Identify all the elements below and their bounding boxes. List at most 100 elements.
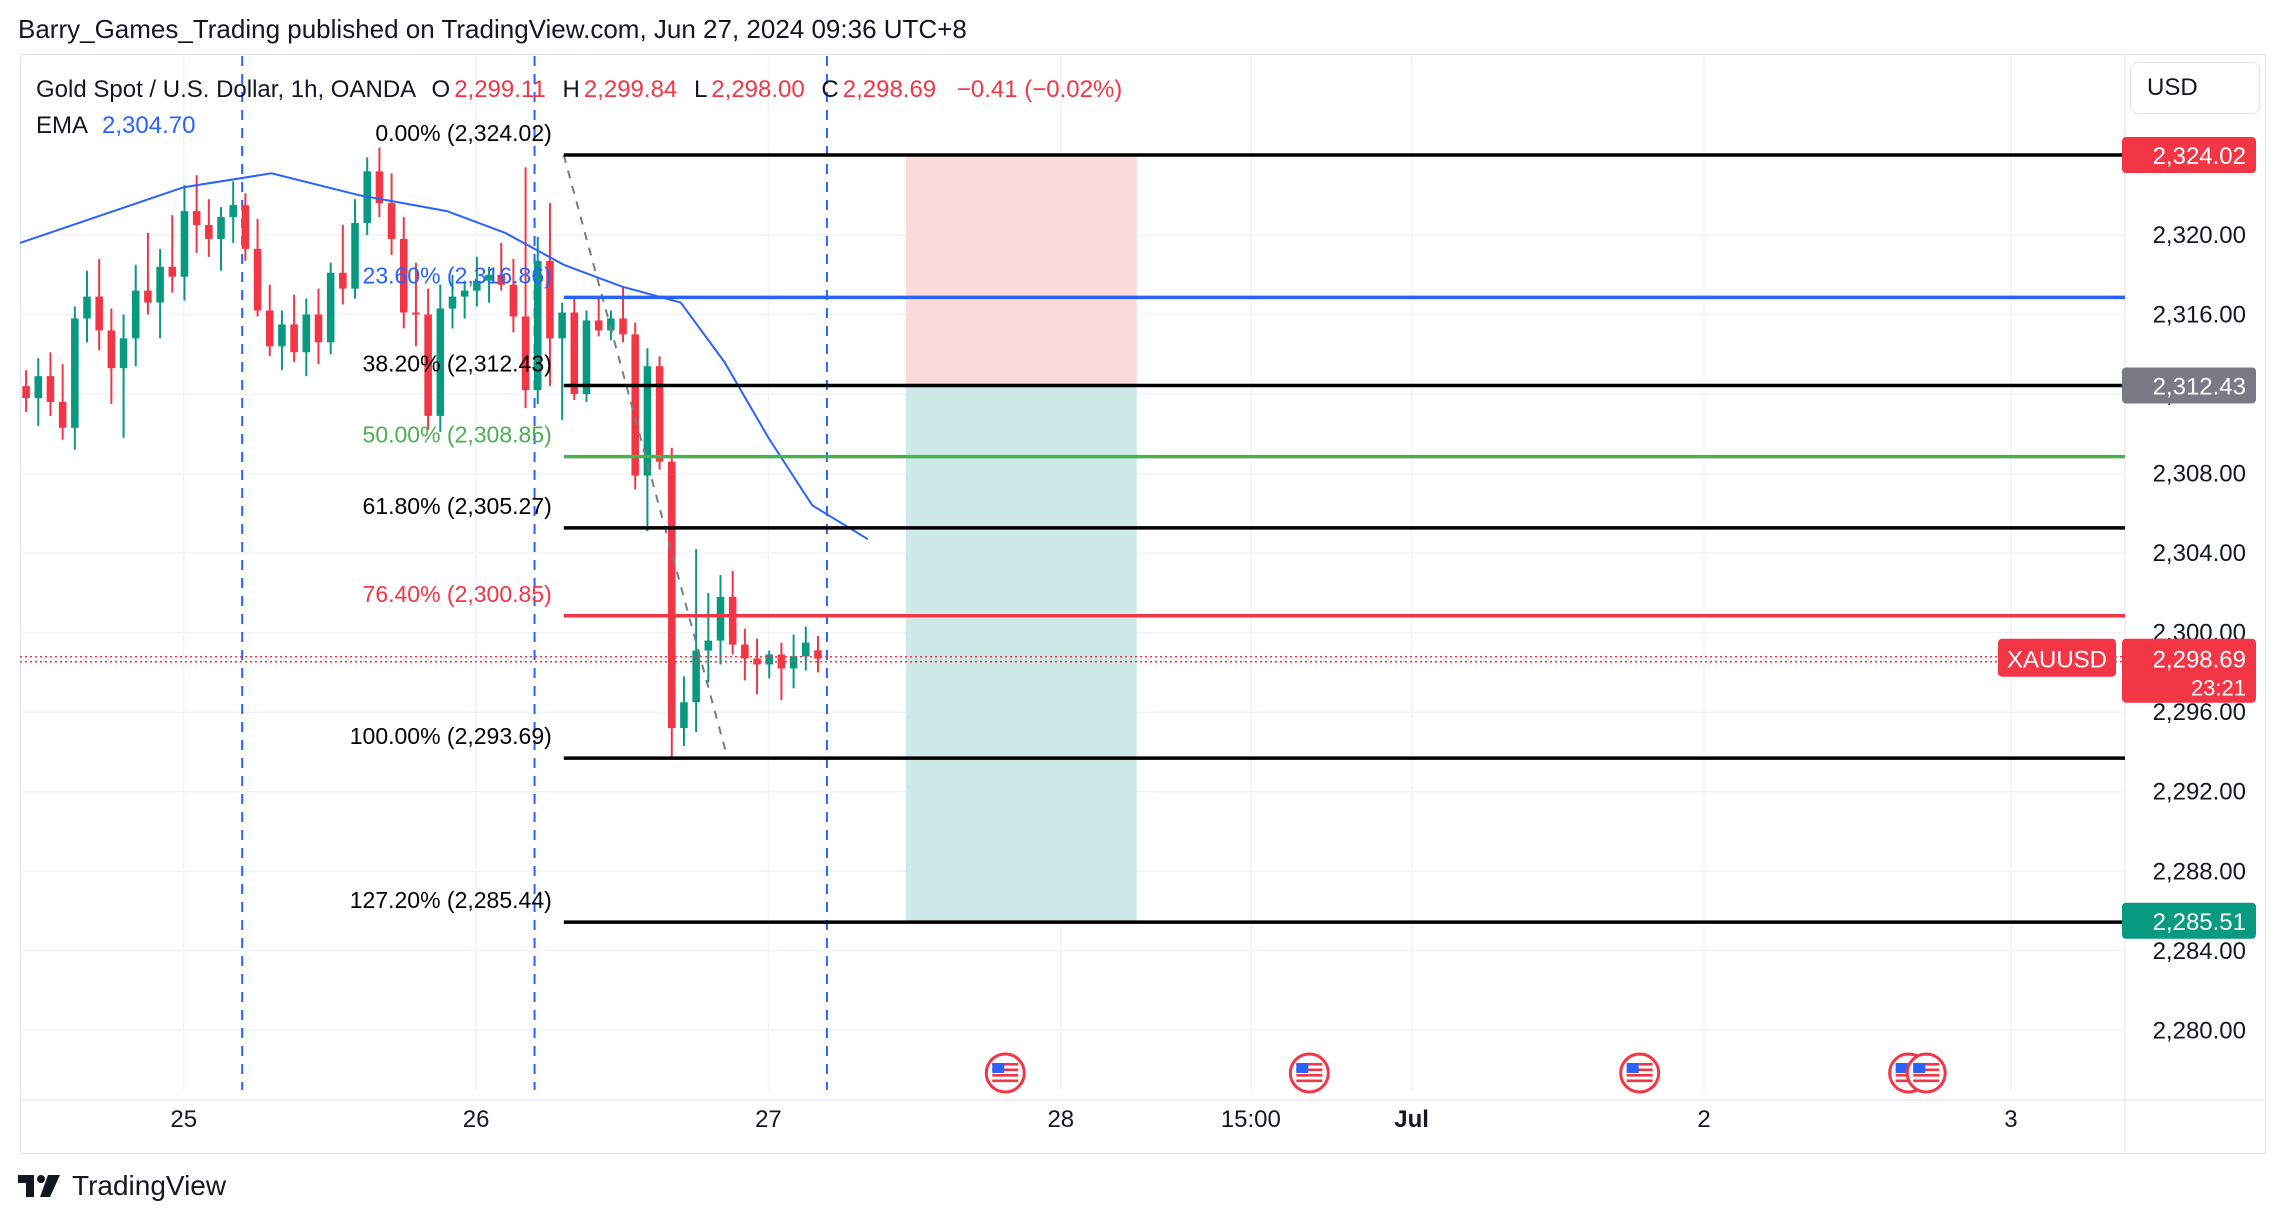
candle-body: [241, 205, 250, 249]
y-tick-label: 2,308.00: [2153, 461, 2246, 488]
candle-body: [34, 376, 43, 399]
x-tick-label: 3: [2004, 1106, 2017, 1133]
candle-body: [436, 308, 445, 416]
candle-body: [302, 314, 311, 353]
candle-body: [667, 461, 676, 729]
tradingview-logo[interactable]: TradingView: [18, 1170, 226, 1202]
candle-body: [814, 650, 822, 659]
x-tick-label: 28: [1047, 1106, 1074, 1133]
candle-body: [180, 211, 189, 277]
us-flag-event-icon[interactable]: [1619, 1052, 1661, 1094]
price-tag-bg: [2122, 367, 2256, 404]
candle-body: [631, 334, 640, 476]
candle-body: [473, 280, 481, 291]
legend-change: −0.41 (−0.02%): [956, 76, 1123, 103]
candle-body: [119, 338, 128, 369]
candle-body: [339, 272, 347, 289]
x-tick-label: 2: [1697, 1106, 1710, 1133]
candle-body: [46, 376, 55, 402]
candle-body: [144, 290, 152, 303]
y-tick-label: 2,320.00: [2153, 222, 2246, 249]
x-tick-label: 27: [755, 1106, 782, 1133]
fib-level-label: 50.00% (2,308.85): [363, 422, 552, 448]
candle-body: [521, 316, 530, 391]
x-tick-label: Jul: [1394, 1106, 1429, 1133]
chart-frame[interactable]: [20, 54, 2266, 1154]
candle-body: [424, 314, 432, 416]
bar-countdown: 23:21: [2191, 676, 2246, 701]
candle-body: [168, 266, 177, 277]
us-flag-event-icon[interactable]: [1288, 1052, 1330, 1094]
ema-line: [19, 172, 869, 541]
candle-body: [253, 248, 262, 311]
price-chart[interactable]: 0.00% (2,324.02) 23.60% (2,316.86) 38.20% …: [0, 0, 2284, 1160]
candle-body: [765, 654, 774, 665]
candle-body: [533, 260, 542, 391]
take-profit-zone: [905, 385, 1137, 921]
legend-high-label: H: [562, 76, 580, 103]
candle-body: [192, 211, 201, 226]
legend-ema-value: 2,304.70: [102, 112, 196, 139]
fib-level-label: 0.00% (2,324.02): [375, 120, 551, 146]
fib-level-label: 127.20% (2,285.44): [350, 887, 552, 913]
candle-body: [351, 223, 359, 289]
current-price-value: 2,298.69: [2153, 647, 2246, 674]
legend-open-value: 2,299.11: [454, 76, 546, 103]
candle-body: [217, 217, 225, 239]
fib-level-label: 23.60% (2,316.86): [363, 262, 552, 288]
candle-body: [71, 318, 79, 428]
candle-body: [594, 320, 603, 331]
candle-body: [485, 274, 493, 281]
y-tick-label: 2,292.00: [2153, 779, 2246, 806]
candle-body: [229, 205, 237, 218]
candle-body: [326, 272, 335, 343]
tradingview-wordmark: TradingView: [72, 1170, 227, 1201]
symbol-tag-bg: [1998, 638, 2116, 677]
candle-body: [582, 320, 591, 395]
price-tag-label: 2,324.02: [2153, 143, 2246, 170]
symbol-legend[interactable]: Gold Spot / U.S. Dollar, 1h, OANDA O 2,29…: [36, 72, 1122, 144]
candle-body: [83, 296, 91, 319]
candle-body: [399, 238, 408, 313]
fib-level-label: 61.80% (2,305.27): [363, 493, 552, 519]
candle-body: [680, 702, 688, 729]
y-tick-label: 2,316.00: [2153, 302, 2246, 329]
y-tick-label: 2,288.00: [2153, 858, 2246, 885]
candle-body: [58, 401, 67, 428]
candle-body: [131, 290, 140, 339]
fib-level-label: 76.40% (2,300.85): [363, 581, 552, 607]
us-flag-event-icon[interactable]: [984, 1052, 1026, 1094]
stop-loss-zone: [905, 155, 1137, 386]
candle-body: [156, 266, 164, 303]
legend-low-label: L: [693, 76, 708, 103]
currency-button[interactable]: USD: [2130, 62, 2260, 114]
legend-close-label: C: [821, 76, 839, 103]
candle-body: [546, 260, 554, 339]
candle-body: [95, 296, 103, 331]
candle-body: [460, 290, 469, 297]
candle-body: [448, 296, 457, 309]
candle-body: [570, 312, 579, 395]
legend-symbol: Gold Spot / U.S. Dollar, 1h, OANDA: [36, 76, 415, 103]
legend-ema-label: EMA: [36, 112, 89, 139]
candle-body: [387, 203, 396, 239]
us-flag-event-icon[interactable]: [1905, 1052, 1947, 1094]
candle-body: [278, 324, 286, 347]
candle-body: [265, 310, 274, 347]
y-tick-label: 2,280.00: [2153, 1017, 2246, 1044]
candle-body: [728, 596, 737, 645]
legend-close-value: 2,298.69: [842, 76, 937, 103]
y-tick-label: 2,284.00: [2153, 938, 2246, 965]
candle-body: [716, 596, 725, 641]
price-tag-bg: [2122, 137, 2256, 174]
fib-level-label: 38.20% (2,312.43): [363, 350, 552, 376]
x-tick-label: 25: [170, 1106, 197, 1133]
y-tick-label: 2,304.00: [2153, 540, 2246, 567]
current-price-tag-bg: [2122, 638, 2256, 703]
price-tag-bg: [2122, 902, 2256, 939]
candle-body: [643, 366, 652, 476]
candle-body: [802, 642, 810, 657]
fib-level-label: 100.00% (2,293.69): [350, 723, 552, 749]
candle-body: [509, 284, 518, 317]
candle-body: [205, 225, 213, 239]
